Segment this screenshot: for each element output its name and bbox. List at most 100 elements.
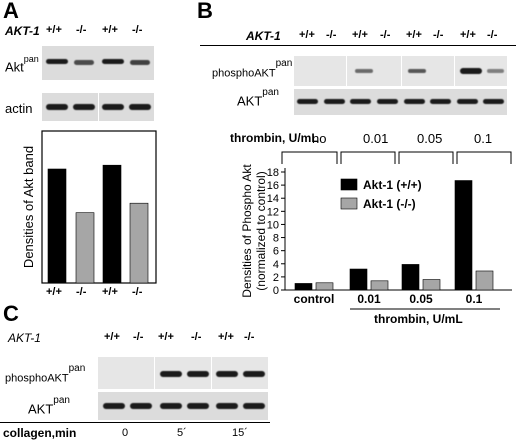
panel-a-letter: A <box>3 0 19 23</box>
panel-c-phospho-blot-3 <box>212 357 268 389</box>
panel-b-genotype-6: -/- <box>433 29 444 41</box>
panel-b-ytick-label: 18 <box>267 167 279 179</box>
akt-band <box>324 99 345 104</box>
akt-label-main: Akt <box>5 59 24 75</box>
panel-b-ytick-label: 2 <box>273 272 279 284</box>
panel-c-collagen-value-3: 15´ <box>232 427 248 439</box>
panel-b-genotype-4: -/- <box>380 29 391 41</box>
akt-label-main: AKT <box>237 93 263 109</box>
akt-band <box>457 99 478 104</box>
panel-b-genotype-8: -/- <box>487 29 498 41</box>
panel-b-thrombin-value-1: no <box>312 131 327 146</box>
panel-b-bar <box>349 268 368 291</box>
panel-b-phospho-blot-4 <box>455 56 507 86</box>
panel-b-bar <box>475 270 494 291</box>
panel-a-akt-blot <box>42 46 154 80</box>
akt-label-sup: pan <box>53 395 70 406</box>
phospho-label-sup: pan <box>275 58 293 69</box>
actin-band <box>73 104 95 110</box>
panel-c-bottom-divider <box>0 422 270 423</box>
phospho-band <box>160 371 182 377</box>
bracket-0.01 <box>340 151 396 164</box>
bracket-0.05 <box>398 151 454 164</box>
panel-b-ytick-label: 10 <box>267 219 279 231</box>
akt-band <box>350 99 371 104</box>
panel-c-genotype-4: -/- <box>191 331 202 343</box>
panel-c-akt-blot <box>98 392 268 420</box>
panel-a-ylabel: Densities of Akt band <box>21 146 36 268</box>
akt-band <box>160 403 182 409</box>
akt-band <box>243 403 265 409</box>
panel-b-bar <box>454 180 473 291</box>
panel-b-legend-label: Akt-1 (-/-) <box>363 197 416 211</box>
panel-a-actin-blot-left <box>42 93 98 121</box>
panel-a-bar <box>102 164 122 284</box>
panel-b-ytick-label: 4 <box>273 259 279 271</box>
panel-b-bar <box>315 282 334 291</box>
akt-band <box>130 60 150 65</box>
phospho-band <box>216 371 238 377</box>
panel-c-genotype-5: +/+ <box>218 331 234 343</box>
phospho-band <box>460 68 482 74</box>
panel-b-xtick-label: control <box>294 292 335 306</box>
panel-b-bar <box>422 279 441 291</box>
panel-b-thrombin-value-4: 0.1 <box>474 131 493 146</box>
panel-a-genotype-2: -/- <box>76 24 87 36</box>
panel-a-xtick-4: -/- <box>132 286 143 298</box>
panel-a-bar <box>75 212 95 284</box>
panel-b-xtick-label: 0.01 <box>357 292 381 306</box>
panel-a-actin-blot-right <box>99 93 154 121</box>
akt-band <box>297 99 318 104</box>
panel-c-genotype-6: -/- <box>244 331 255 343</box>
panel-c-phospho-blot-2 <box>155 357 211 389</box>
panel-a-akt-label: Aktpan <box>5 54 39 75</box>
panel-c-collagen-value-1: 0 <box>122 427 129 439</box>
panel-a-genotype-3: +/+ <box>102 24 118 36</box>
actin-band <box>102 104 124 110</box>
panel-b-legend-swatch <box>340 178 358 191</box>
akt-band <box>430 99 451 104</box>
panel-b-genotype-2: -/- <box>326 29 337 41</box>
akt-band <box>404 99 425 104</box>
panel-a-actin-label: actin <box>5 101 33 116</box>
panel-b-genotype-3: +/+ <box>352 29 368 41</box>
panel-b-thrombin-label: thrombin, U/mL <box>230 131 319 145</box>
panel-a-genotype-1: +/+ <box>46 24 62 36</box>
panel-c-genotype-3: +/+ <box>158 331 174 343</box>
akt-band <box>216 403 238 409</box>
akt-band <box>187 403 209 409</box>
panel-b-ytick-label: 16 <box>267 180 279 192</box>
akt-label-main: AKT <box>28 401 54 417</box>
panel-b-legend-swatch <box>340 197 358 210</box>
panel-a-bar <box>47 168 67 284</box>
actin-band <box>46 104 68 110</box>
panel-b-bar <box>370 280 389 291</box>
phospho-label-sup: pan <box>68 363 86 374</box>
panel-b-phospho-blot-1 <box>294 56 346 86</box>
panel-b-ytick-label: 8 <box>273 233 279 245</box>
panel-b-ylabel-line2: (normalized to control) <box>254 171 268 290</box>
panel-b-ylabel-line1: Densities of Phospho Akt <box>240 164 254 298</box>
panel-b-akt-label: AKTpan <box>237 87 279 109</box>
panel-b-ytick-label: 0 <box>273 285 279 297</box>
panel-b-letter: B <box>197 0 213 23</box>
panel-b-ytick-label: 12 <box>267 206 279 218</box>
panel-c-collagen-label: collagen,min <box>3 426 77 440</box>
panel-c-genotype-label: AKT-1 <box>8 331 41 345</box>
bracket-0.1 <box>456 151 512 164</box>
akt-band <box>102 59 124 64</box>
akt-band <box>46 59 68 64</box>
panel-b-genotype-1: +/+ <box>299 29 315 41</box>
phospho-label-main: phosphoAKT <box>212 67 276 80</box>
panel-b-legend-label: Akt-1 (+/+) <box>363 178 422 192</box>
panel-a-genotype-4: -/- <box>132 24 143 36</box>
panel-b-thrombin-value-2: 0.01 <box>363 131 389 146</box>
panel-c-akt-label: AKTpan <box>28 395 70 417</box>
panel-c-phospho-blot-1 <box>98 357 154 389</box>
panel-b-phospho-blot-3 <box>402 56 454 86</box>
panel-b-ytick-label: 14 <box>267 193 279 205</box>
panel-b-xlabel: thrombin, U/mL <box>374 312 463 326</box>
panel-b-bar <box>401 264 420 291</box>
akt-label-sup: pan <box>262 87 279 98</box>
panel-b-top-divider <box>200 45 516 46</box>
